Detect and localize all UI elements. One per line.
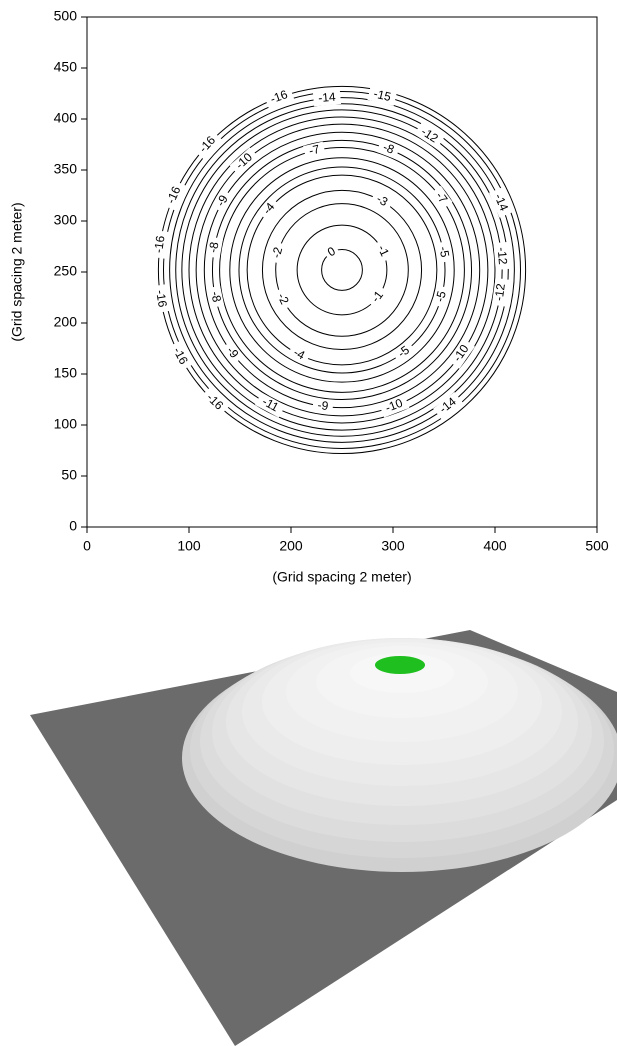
terrain-render — [30, 630, 617, 1046]
contour-line — [211, 139, 473, 400]
y-tick-label: 150 — [54, 365, 78, 381]
contour-label-bg — [193, 130, 223, 160]
contour-line — [181, 109, 503, 431]
contour-label: -8 — [381, 140, 396, 157]
contour-line — [157, 85, 527, 455]
contour-label-bg — [271, 286, 294, 312]
contour-layer: 0 -1-1-2-2-3-4-4-5-5-5-7-7-8-8-8-9-9-9-10… — [151, 85, 527, 455]
contour-label-bg — [493, 241, 510, 271]
contour-label-bg — [312, 90, 342, 107]
x-tick-label: 400 — [483, 538, 507, 554]
contour-line — [219, 147, 465, 393]
contour-label: -8 — [206, 241, 222, 254]
contour-line — [188, 116, 496, 424]
contour-line — [169, 97, 515, 443]
contour-label-bg — [488, 187, 513, 218]
contour-label: -11 — [260, 394, 281, 414]
contour-label-bg — [264, 86, 295, 109]
contour-label-bg — [151, 230, 169, 259]
contour-label: -8 — [208, 290, 224, 304]
contour-label-bg — [376, 138, 401, 160]
contour-label-bg — [366, 284, 390, 310]
x-axis-label: (Grid spacing 2 meter) — [272, 569, 411, 585]
contour-line — [163, 90, 521, 449]
contour-line — [246, 174, 438, 366]
contour-label: -16 — [151, 234, 167, 253]
contour-label-bg — [434, 241, 453, 264]
contour-line — [238, 166, 446, 374]
contour-label: -5 — [433, 289, 449, 303]
contour-label: -16 — [153, 289, 170, 309]
y-tick-label: 400 — [54, 110, 78, 126]
contour-label: -14 — [492, 192, 512, 214]
x-tick-label: 300 — [381, 538, 405, 554]
x-tick-label: 0 — [83, 538, 91, 554]
y-tick-label: 450 — [54, 59, 78, 75]
dome-top — [375, 656, 425, 674]
y-tick-label: 350 — [54, 161, 78, 177]
contour-line — [175, 103, 509, 437]
y-tick-label: 250 — [54, 263, 78, 279]
contour-label-bg — [162, 180, 187, 211]
contour-label-bg — [429, 185, 453, 211]
contour-label-bg — [379, 394, 410, 418]
contour-label-bg — [229, 147, 260, 176]
contour-label: -12 — [492, 282, 508, 301]
contour-label: -10 — [383, 396, 405, 415]
contour-label-bg — [414, 122, 445, 149]
contour-label: -5 — [436, 245, 452, 258]
contour-line — [275, 203, 409, 337]
contour-label-bg — [205, 236, 224, 259]
contour-label: -12 — [495, 247, 510, 266]
contour-label: -16 — [268, 87, 289, 106]
contour-line — [195, 123, 489, 417]
contour-label-bg — [448, 338, 475, 369]
y-axis-label: (Grid spacing 2 meter) — [9, 202, 25, 341]
contour-label-bg — [254, 392, 286, 418]
contour-label-bg — [391, 340, 417, 364]
contour-label-bg — [372, 238, 394, 264]
contour-label-bg — [367, 86, 397, 106]
contour-label-bg — [322, 242, 341, 262]
y-tick-label: 0 — [69, 518, 77, 534]
contour-label: -7 — [308, 142, 322, 158]
contour-label: -9 — [317, 398, 330, 413]
contour-line — [229, 157, 455, 383]
contour-label-bg — [303, 141, 326, 160]
contour-label-bg — [432, 285, 451, 309]
contour-label-bg — [151, 284, 170, 314]
contour-label-bg — [167, 340, 193, 372]
contour-label-bg — [311, 397, 334, 415]
contour-label-bg — [199, 387, 230, 417]
contour-label-bg — [211, 188, 234, 214]
contour-label-bg — [268, 241, 288, 265]
y-tick-label: 500 — [54, 8, 78, 24]
contour-label: -16 — [164, 184, 184, 206]
contour-label: -2 — [269, 245, 285, 259]
contour-label: -14 — [318, 90, 337, 105]
contour-line — [203, 131, 481, 409]
x-tick-label: 500 — [585, 538, 609, 554]
contour-line — [261, 189, 423, 351]
contour-label-bg — [257, 196, 282, 222]
contour-label: -15 — [372, 86, 392, 104]
contour-line — [296, 224, 388, 316]
y-tick-label: 200 — [54, 314, 78, 330]
contour-label-bg — [491, 277, 510, 307]
contour-label-bg — [206, 285, 225, 309]
contour-label-bg — [433, 391, 464, 420]
contour-label-bg — [286, 343, 312, 366]
contour-label-bg — [369, 189, 394, 213]
y-tick-label: 100 — [54, 416, 78, 432]
x-tick-label: 200 — [279, 538, 303, 554]
x-tick-label: 100 — [177, 538, 201, 554]
y-tick-label: 50 — [61, 467, 77, 483]
contour-line — [321, 249, 363, 291]
y-tick-label: 300 — [54, 212, 78, 228]
contour-label-bg — [220, 340, 244, 366]
